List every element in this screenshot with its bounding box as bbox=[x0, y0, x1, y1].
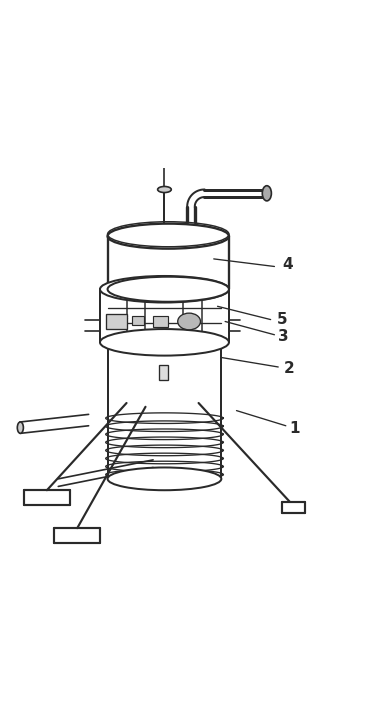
Ellipse shape bbox=[108, 468, 221, 490]
Ellipse shape bbox=[178, 313, 201, 330]
Bar bbox=[132, 316, 144, 325]
Ellipse shape bbox=[108, 224, 229, 249]
Ellipse shape bbox=[110, 278, 219, 300]
Ellipse shape bbox=[108, 331, 221, 354]
Text: 4: 4 bbox=[282, 257, 293, 272]
Ellipse shape bbox=[17, 422, 23, 433]
Bar bbox=[159, 365, 168, 380]
Text: 3: 3 bbox=[278, 329, 289, 344]
Text: 1: 1 bbox=[290, 421, 300, 436]
Ellipse shape bbox=[262, 186, 271, 201]
Ellipse shape bbox=[100, 329, 229, 355]
Ellipse shape bbox=[158, 187, 171, 192]
Bar bbox=[153, 316, 168, 327]
Bar bbox=[106, 314, 126, 329]
Text: 5: 5 bbox=[276, 312, 287, 327]
Text: 2: 2 bbox=[284, 361, 295, 376]
Ellipse shape bbox=[100, 276, 229, 302]
Ellipse shape bbox=[108, 277, 229, 302]
